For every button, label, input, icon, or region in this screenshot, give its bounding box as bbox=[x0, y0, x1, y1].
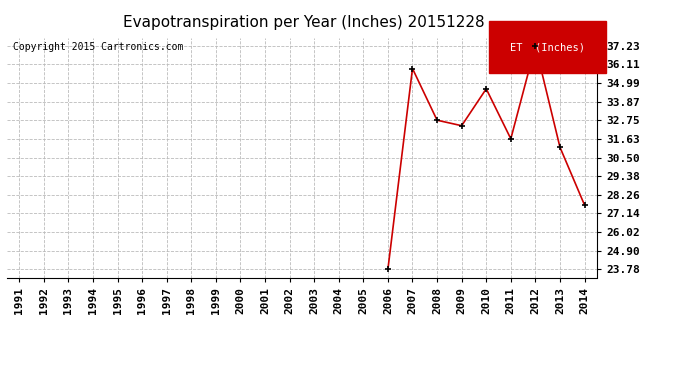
Text: Evapotranspiration per Year (Inches) 20151228: Evapotranspiration per Year (Inches) 201… bbox=[123, 15, 484, 30]
Text: ET  (Inches): ET (Inches) bbox=[510, 42, 585, 52]
Text: Copyright 2015 Cartronics.com: Copyright 2015 Cartronics.com bbox=[13, 42, 183, 52]
